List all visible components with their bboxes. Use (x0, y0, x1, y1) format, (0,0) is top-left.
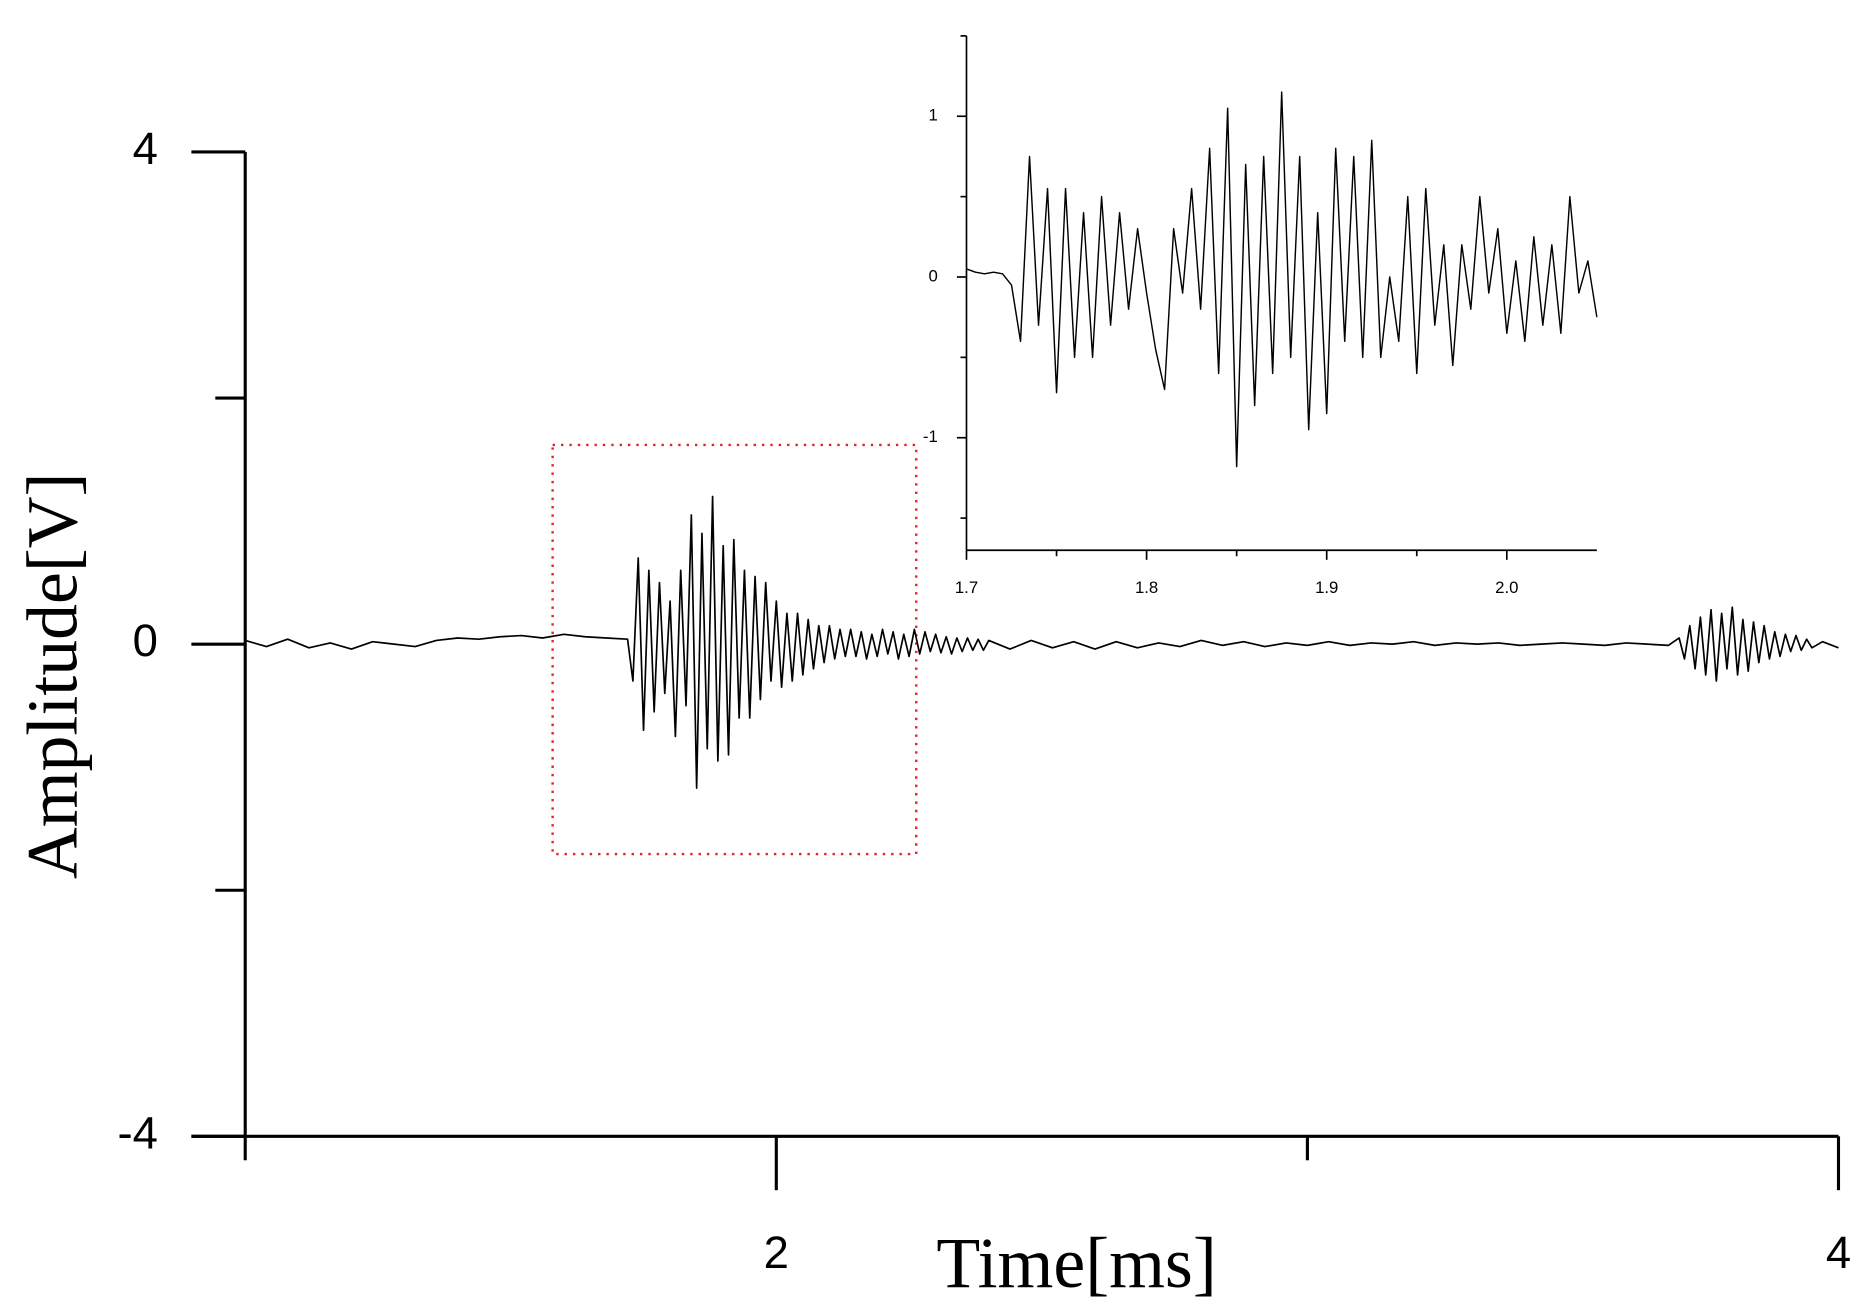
y-tick-label: -4 (117, 1107, 157, 1158)
x-axis-title: Time[ms] (936, 1223, 1216, 1303)
signal-line (966, 91, 1598, 468)
x-tick-label: 4 (1826, 1227, 1851, 1278)
x-tick-label: 2.0 (1495, 578, 1518, 597)
y-tick-label: 0 (133, 615, 158, 666)
y-tick-label: 0 (928, 266, 937, 285)
signal-line (244, 495, 1839, 789)
y-axis-title: Amplitude[V] (12, 473, 92, 880)
y-tick-label: 4 (133, 123, 158, 174)
x-tick-label: 1.9 (1315, 578, 1338, 597)
y-tick-label: -1 (923, 427, 938, 446)
x-tick-label: 2 (764, 1227, 789, 1278)
x-tick-label: 1.8 (1135, 578, 1158, 597)
x-tick-label: 1.7 (955, 578, 978, 597)
zoom-box (551, 443, 918, 856)
y-tick-label: 1 (928, 106, 937, 125)
